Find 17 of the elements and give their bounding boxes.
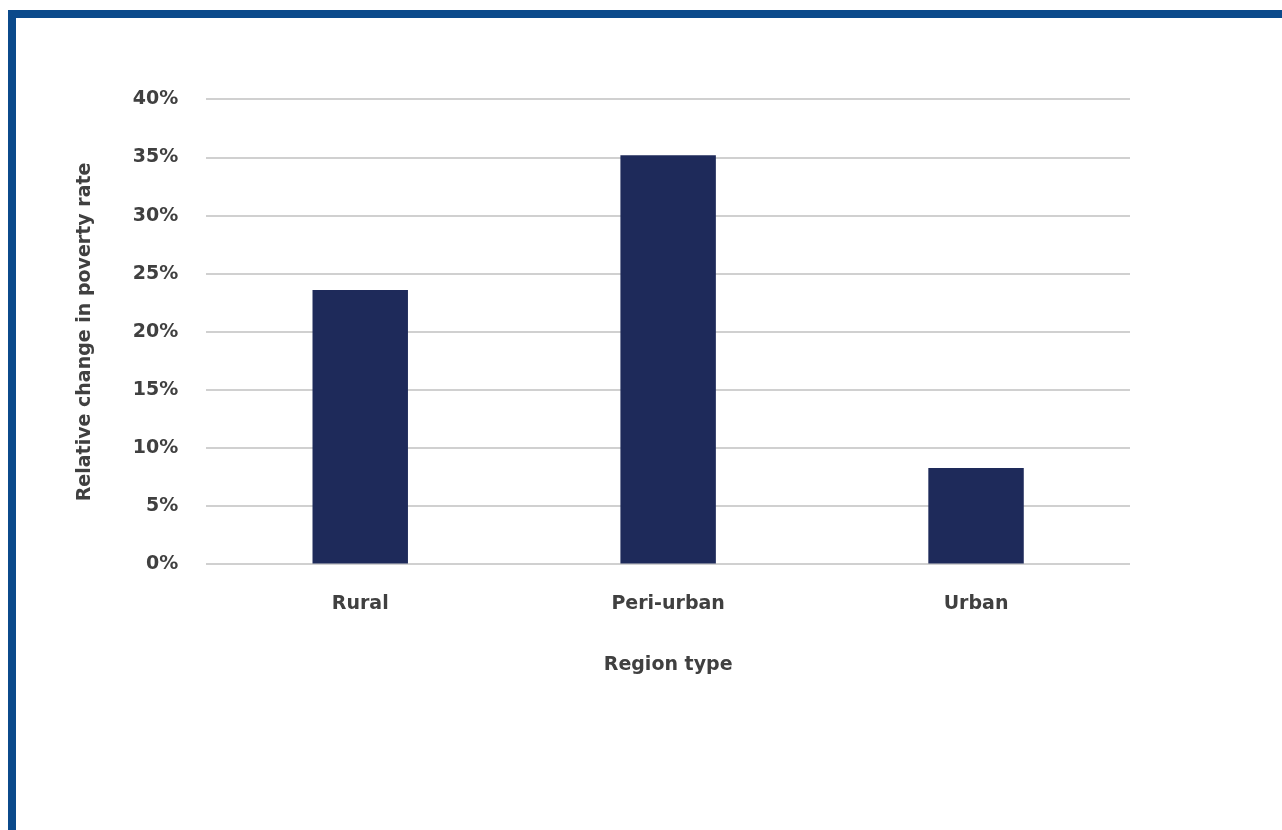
y-axis-title: Relative change in poverty rate: [72, 162, 95, 502]
x-tick-label: Peri-urban: [611, 590, 725, 613]
y-tick-label: 40%: [132, 86, 179, 109]
y-tick-label: 30%: [132, 202, 179, 225]
y-tick-label: 25%: [132, 260, 179, 283]
x-tick-label: Rural: [331, 590, 389, 613]
y-tick-label: 5%: [146, 493, 179, 516]
y-tick-label: 15%: [132, 376, 179, 399]
bar: [928, 467, 1024, 564]
x-axis-title: Region type: [603, 651, 733, 674]
y-tick-label: 20%: [132, 318, 179, 341]
bar: [620, 155, 716, 564]
y-tick-label: 10%: [132, 435, 179, 458]
y-tick-label: 0%: [146, 551, 179, 574]
bar: [312, 290, 408, 564]
x-tick-label: Urban: [943, 590, 1009, 613]
y-tick-label: 35%: [132, 144, 179, 167]
